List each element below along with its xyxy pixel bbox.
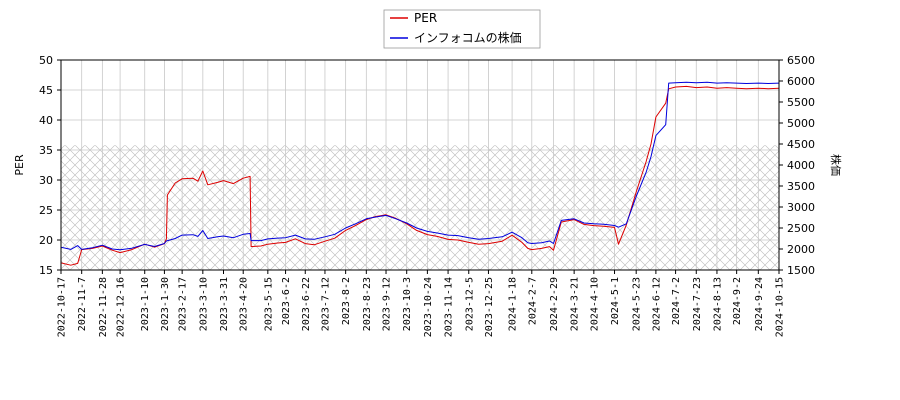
x-tick-label: 2024-4-10 xyxy=(589,277,600,331)
left-tick-label: 40 xyxy=(39,114,53,127)
x-tick-label: 2023-9-12 xyxy=(382,277,393,331)
x-tick-label: 2023-6-2 xyxy=(281,277,292,325)
x-tick-label: 2023-10-3 xyxy=(402,277,413,331)
left-axis-label: PER xyxy=(13,154,26,176)
right-tick-label: 5000 xyxy=(787,117,815,130)
per-line xyxy=(61,85,779,266)
x-tick-label: 2024-1-18 xyxy=(508,277,519,331)
x-tick-label: 2023-3-31 xyxy=(219,277,230,331)
shaded-band xyxy=(61,145,779,270)
left-tick-label: 35 xyxy=(39,144,53,157)
right-tick-label: 3500 xyxy=(787,180,815,193)
x-tick-label: 2023-3-10 xyxy=(198,277,209,331)
x-tick-label: 2022-11-7 xyxy=(77,277,88,331)
x-tick-label: 2022-12-16 xyxy=(116,277,127,337)
legend-box xyxy=(383,9,541,49)
x-tick-label: 2024-3-21 xyxy=(570,277,581,331)
price-line xyxy=(61,81,779,251)
hatch-area xyxy=(61,145,779,270)
left-tick-label: 15 xyxy=(39,264,53,277)
left-tick-label: 50 xyxy=(39,54,53,67)
legend-label-price: インフォコムの株価 xyxy=(414,30,522,45)
x-tick-label: 2024-8-13 xyxy=(712,277,723,331)
x-tick-label: 2023-8-23 xyxy=(362,277,373,331)
x-tick-label: 2023-12-25 xyxy=(484,277,495,337)
x-tick-label: 2023-1-30 xyxy=(160,277,171,331)
x-tick-label: 2024-5-1 xyxy=(610,277,621,325)
x-tick-label: 2024-9-2 xyxy=(732,277,743,325)
x-tick-label: 2024-5-23 xyxy=(632,277,643,331)
right-tick-label: 3000 xyxy=(787,201,815,214)
right-axis-label: 株価 xyxy=(829,154,843,176)
legend-label-per: PER xyxy=(414,11,437,25)
x-tick-label: 2024-7-2 xyxy=(671,277,682,325)
right-tick-label: 2000 xyxy=(787,243,815,256)
legend: PER インフォコムの株価 xyxy=(383,9,541,49)
right-tick-label: 6000 xyxy=(787,75,815,88)
x-tick-label: 2024-10-15 xyxy=(775,277,786,337)
x-tick-label: 2024-2-7 xyxy=(527,277,538,325)
left-tick-label: 45 xyxy=(39,84,53,97)
right-tick-label: 4500 xyxy=(787,138,815,151)
left-tick-label: 25 xyxy=(39,204,53,217)
x-tick-label: 2023-4-20 xyxy=(239,277,250,331)
x-tick-label: 2024-2-29 xyxy=(549,277,560,331)
x-tick-label: 2024-7-23 xyxy=(692,277,703,331)
x-tick-label: 2023-12-5 xyxy=(464,277,475,331)
x-tick-label: 2023-10-24 xyxy=(423,277,434,337)
x-tick-label: 2024-9-24 xyxy=(754,277,765,331)
right-tick-label: 1500 xyxy=(787,264,815,277)
x-tick-label: 2023-11-14 xyxy=(444,277,455,337)
right-tick-label: 6500 xyxy=(787,54,815,67)
x-tick-label: 2023-8-2 xyxy=(341,277,352,325)
x-tick-label: 2022-11-28 xyxy=(98,277,109,337)
x-tick-label: 2024-6-12 xyxy=(651,277,662,331)
right-tick-label: 4000 xyxy=(787,159,815,172)
x-tick-label: 2023-2-17 xyxy=(178,277,189,331)
left-tick-label: 30 xyxy=(39,174,53,187)
left-tick-label: 20 xyxy=(39,234,53,247)
right-tick-label: 5500 xyxy=(787,96,815,109)
right-tick-label: 2500 xyxy=(787,222,815,235)
x-tick-label: 2022-10-17 xyxy=(57,277,68,337)
x-tick-label: 2023-1-10 xyxy=(140,277,151,331)
x-tick-label: 2023-7-12 xyxy=(320,277,331,331)
x-tick-label: 2023-6-22 xyxy=(301,277,312,331)
x-tick-label: 2023-5-15 xyxy=(263,277,274,331)
